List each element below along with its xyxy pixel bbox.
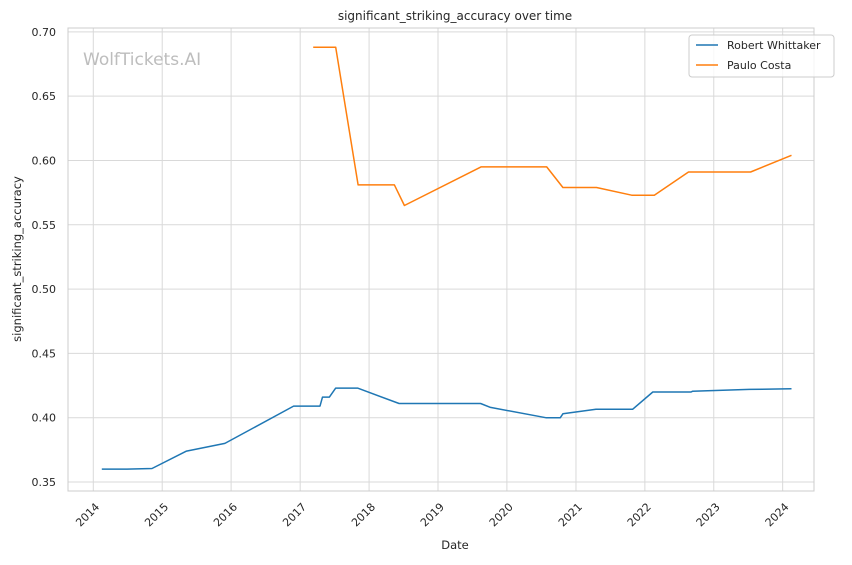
legend-label-paulo-costa: Paulo Costa: [727, 59, 791, 72]
data-point-robert-whittaker-1: [125, 467, 129, 471]
data-point-robert-whittaker-22: [747, 387, 751, 391]
x-axis-title: Date: [441, 538, 469, 552]
data-point-robert-whittaker-0: [100, 467, 104, 471]
y-tick-label-0.45: 0.45: [32, 347, 57, 360]
data-point-paulo-costa-10: [652, 193, 656, 197]
chart-title: significant_striking_accuracy over time: [338, 9, 572, 23]
data-point-paulo-costa-2: [356, 183, 360, 187]
plot-frame: [67, 27, 815, 492]
data-point-robert-whittaker-23: [790, 387, 794, 391]
series-layer: [100, 45, 794, 471]
y-tick-label-0.60: 0.60: [32, 154, 57, 167]
data-point-robert-whittaker-4: [223, 441, 227, 445]
x-tick-labels: 2014 2015 2016 2017 2018 2019 2020 2021 2022 2023…: [73, 500, 791, 529]
data-point-robert-whittaker-9: [334, 386, 338, 390]
data-point-paulo-costa-12: [749, 170, 753, 174]
grid: [68, 28, 814, 491]
watermark: WolfTickets.AI: [83, 50, 201, 70]
data-point-paulo-costa-4: [402, 204, 406, 208]
data-point-robert-whittaker-12: [479, 402, 483, 406]
data-point-paulo-costa-7: [561, 186, 565, 190]
data-point-paulo-costa-6: [545, 165, 549, 169]
data-point-robert-whittaker-3: [185, 449, 189, 453]
data-point-robert-whittaker-14: [544, 416, 548, 420]
y-tick-label-0.50: 0.50: [32, 283, 57, 296]
data-point-robert-whittaker-10: [356, 386, 360, 390]
series-paulo-costa: [311, 45, 794, 208]
data-point-paulo-costa-0: [311, 45, 315, 49]
y-tick-label-0.35: 0.35: [32, 476, 57, 489]
data-point-robert-whittaker-11: [397, 402, 401, 406]
legend-box: [688, 34, 835, 78]
data-point-robert-whittaker-21: [690, 389, 694, 393]
data-point-robert-whittaker-5: [292, 404, 296, 408]
series-line-paulo-costa: [313, 46, 792, 207]
data-point-robert-whittaker-2: [150, 467, 154, 471]
series-robert-whittaker: [100, 386, 794, 471]
data-point-robert-whittaker-6: [318, 404, 322, 408]
data-point-robert-whittaker-16: [561, 412, 565, 416]
data-point-robert-whittaker-7: [321, 395, 325, 399]
y-tick-label-0.70: 0.70: [32, 26, 57, 39]
data-point-robert-whittaker-15: [558, 416, 562, 420]
data-point-robert-whittaker-13: [489, 405, 493, 409]
data-point-robert-whittaker-18: [631, 407, 635, 411]
y-tick-labels: 0.35 0.40 0.45 0.50 0.55 0.60 0.65 0.70: [32, 26, 57, 489]
legend-label-robert-whittaker: Robert Whittaker: [727, 39, 821, 52]
y-tick-label-0.65: 0.65: [32, 90, 57, 103]
y-axis-title: significant_striking_accuracy: [10, 176, 24, 342]
data-point-paulo-costa-8: [595, 186, 599, 190]
data-point-paulo-costa-9: [630, 193, 634, 197]
legend: Robert Whittaker Paulo Costa: [688, 34, 835, 78]
data-point-robert-whittaker-17: [594, 407, 598, 411]
data-point-paulo-costa-1: [334, 45, 338, 49]
data-point-robert-whittaker-19: [651, 390, 655, 394]
data-point-paulo-costa-5: [479, 165, 483, 169]
series-line-robert-whittaker: [101, 387, 792, 470]
y-tick-label-0.40: 0.40: [32, 412, 57, 425]
data-point-paulo-costa-11: [687, 170, 691, 174]
data-point-robert-whittaker-8: [327, 395, 331, 399]
y-tick-label-0.55: 0.55: [32, 219, 57, 232]
data-point-paulo-costa-13: [790, 153, 794, 157]
data-point-paulo-costa-3: [392, 183, 396, 187]
